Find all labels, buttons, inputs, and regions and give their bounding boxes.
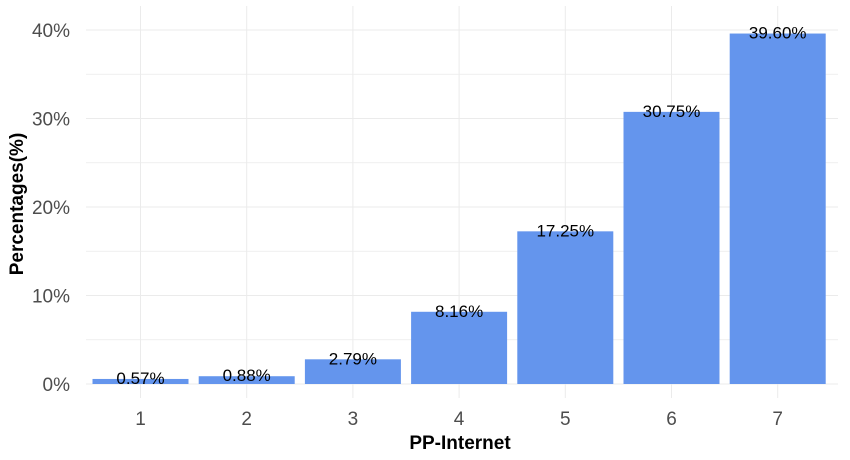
bar-2: [198, 376, 295, 384]
y-axis-title: Percentages(%): [7, 133, 28, 276]
x-tick-label: 5: [560, 409, 571, 430]
data-label-1: 0.57%: [116, 369, 164, 388]
bar-1: [92, 378, 189, 384]
y-tick-label: 0%: [43, 375, 71, 396]
data-label-4: 8.16%: [435, 302, 483, 321]
data-label-3: 2.79%: [329, 349, 377, 368]
data-labels: 0.57% 0.88% 2.79% 8.16% 17.25% 30.75% 39.60%: [116, 24, 806, 388]
x-axis-ticks: 1 2 3 4 5 6 7: [135, 409, 783, 430]
bar-4: [411, 311, 508, 384]
data-label-5: 17.25%: [536, 221, 594, 240]
bar-7: [729, 33, 826, 384]
data-label-7: 39.60%: [749, 24, 807, 43]
x-tick-label: 7: [772, 409, 783, 430]
x-tick-label: 1: [135, 409, 146, 430]
bar-5: [517, 231, 614, 384]
x-tick-label: 6: [666, 409, 677, 430]
y-tick-label: 20%: [32, 198, 70, 219]
y-axis-ticks: 0% 10% 20% 30% 40%: [32, 21, 70, 396]
y-tick-label: 40%: [32, 21, 70, 42]
y-tick-label: 10%: [32, 287, 70, 308]
data-label-6: 30.75%: [643, 102, 701, 121]
y-tick-label: 30%: [32, 110, 70, 131]
x-axis-title: PP-Internet: [409, 433, 511, 454]
x-tick-label: 2: [241, 409, 252, 430]
x-tick-label: 3: [348, 409, 359, 430]
bar-6: [623, 111, 720, 385]
x-tick-label: 4: [454, 409, 465, 430]
bar-3: [304, 359, 401, 384]
bars: [92, 33, 826, 385]
data-label-2: 0.88%: [223, 366, 271, 385]
